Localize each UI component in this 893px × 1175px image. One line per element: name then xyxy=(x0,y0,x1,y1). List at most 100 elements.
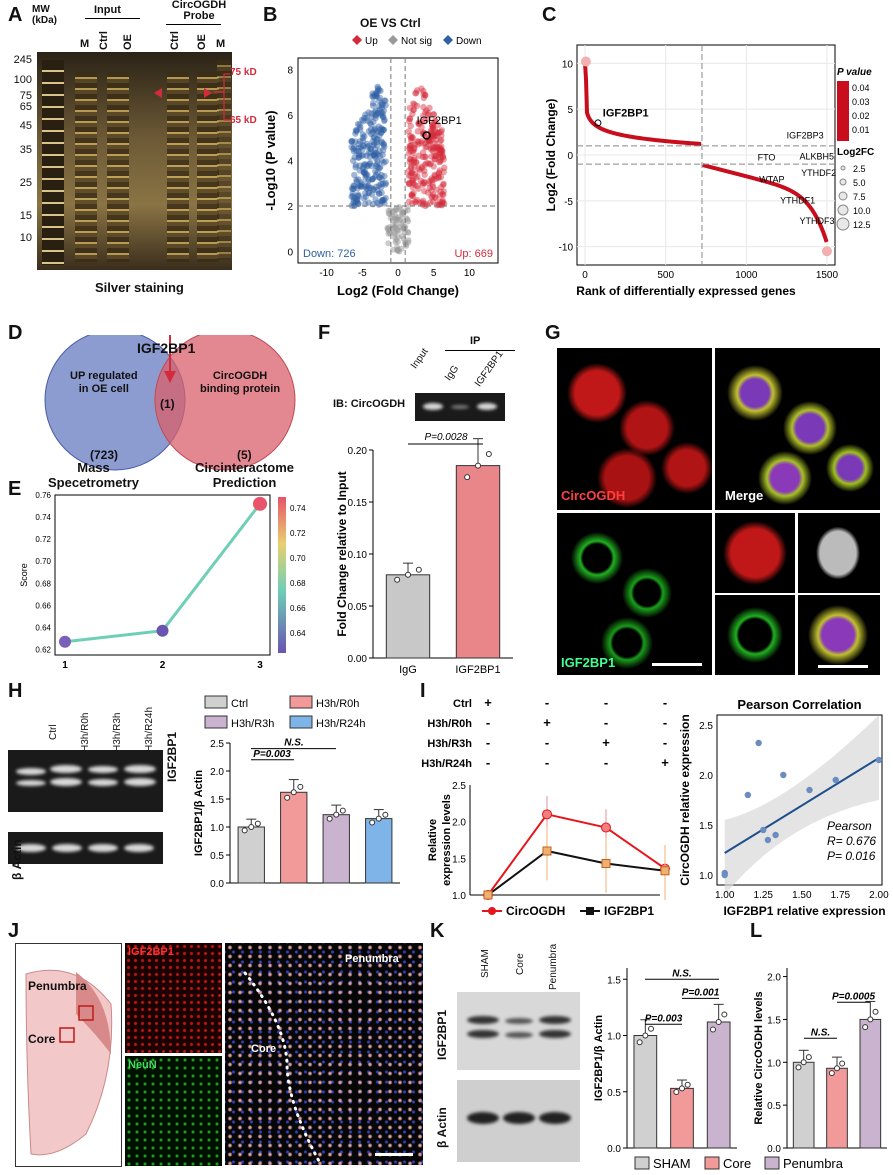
volcano-point xyxy=(415,185,422,192)
h-pvalue: P=0.003 xyxy=(253,749,291,760)
volcano-point xyxy=(420,103,427,111)
volcano-point xyxy=(412,174,419,181)
j-igf2bp1-image: IGF2BP1 xyxy=(125,943,222,1053)
volcano-point xyxy=(411,163,418,170)
volcano-point xyxy=(409,180,417,187)
h-lane-ctrl: Ctrl xyxy=(48,724,59,740)
volcano-point xyxy=(361,168,369,175)
volcano-point xyxy=(426,138,434,145)
igf2bp1-point xyxy=(483,890,493,900)
volcano-point xyxy=(415,141,422,148)
volcano-point xyxy=(425,138,433,145)
volcano-point xyxy=(435,174,442,182)
y-tick: 0.62 xyxy=(35,645,51,654)
volcano-point xyxy=(378,109,385,116)
volcano-point xyxy=(355,148,362,155)
data-point xyxy=(684,1081,691,1088)
bar xyxy=(792,1061,815,1149)
volcano-point xyxy=(417,177,425,185)
volcano-point xyxy=(382,97,389,104)
volcano-point xyxy=(407,147,415,155)
bar xyxy=(670,1087,694,1149)
volcano-point xyxy=(429,183,437,191)
volcano-point xyxy=(431,152,438,159)
k-blot-igf2bp1 xyxy=(457,992,580,1070)
volcano-point xyxy=(427,137,435,144)
legend-penumbra: Penumbra xyxy=(783,1156,844,1171)
volcano-point xyxy=(366,119,374,126)
volcano-point xyxy=(380,140,387,147)
legend-circogdh: CircOGDH xyxy=(506,904,565,918)
bar xyxy=(633,1035,658,1149)
volcano-point xyxy=(377,163,384,171)
volcano-point xyxy=(379,147,387,154)
volcano-point xyxy=(379,151,386,159)
volcano-point xyxy=(356,126,364,133)
volcano-point xyxy=(429,143,436,151)
volcano-point xyxy=(411,154,418,162)
volcano-point xyxy=(370,118,377,126)
volcano-point xyxy=(365,176,372,183)
volcano-point xyxy=(398,220,405,227)
volcano-point xyxy=(411,170,419,178)
volcano-point xyxy=(355,182,362,189)
volcano-point xyxy=(358,152,366,159)
kd75-label: 75 kD xyxy=(230,67,257,78)
scale-bar xyxy=(652,663,702,666)
volcano-point xyxy=(355,150,362,158)
x-tick: 2.00 xyxy=(869,890,889,901)
volcano-point xyxy=(352,164,359,171)
volcano-point xyxy=(421,187,428,195)
f-bar-chart: 0.00 0.05 0.10 0.15 0.20 IgG IGF2BP1 Fold Chang… xyxy=(335,432,513,676)
zoom-dapi xyxy=(798,513,880,593)
volcano-point xyxy=(378,197,385,205)
volcano-point xyxy=(411,198,419,205)
mw-label: MW (kDa) xyxy=(32,4,58,26)
volcano-point xyxy=(408,191,416,198)
bottom-legend: SHAM Core Penumbra xyxy=(634,1156,844,1171)
volcano-point xyxy=(419,129,427,136)
volcano-point xyxy=(406,142,413,150)
volcano-point xyxy=(359,146,366,153)
volcano-point xyxy=(428,176,436,184)
volcano-point xyxy=(372,128,380,135)
volcano-point xyxy=(378,104,386,112)
matrix-cell: + xyxy=(602,735,610,750)
volcano-point xyxy=(422,153,430,161)
volcano-point xyxy=(363,172,370,179)
volcano-point xyxy=(429,181,436,188)
volcano-point xyxy=(369,138,376,145)
volcano-point xyxy=(370,93,377,101)
volcano-point xyxy=(355,154,362,161)
data-point xyxy=(339,807,346,814)
volcano-point xyxy=(375,103,383,110)
volcano-point xyxy=(365,128,373,135)
volcano-point xyxy=(351,202,358,209)
volcano-point xyxy=(350,199,357,206)
volcano-point xyxy=(370,99,377,107)
j-merge-core: Core xyxy=(251,1043,277,1055)
x-tick: 1500 xyxy=(816,270,839,281)
corr-point xyxy=(780,771,787,779)
volcano-point xyxy=(381,116,388,123)
volcano-point xyxy=(369,93,376,100)
volcano-point xyxy=(437,188,444,195)
volcano-point xyxy=(365,199,372,206)
volcano-point xyxy=(382,158,389,165)
k-p1: P=0.001 xyxy=(682,987,720,998)
volcano-point xyxy=(375,190,383,197)
volcano-point xyxy=(363,185,371,192)
volcano-point xyxy=(373,90,380,98)
y-axis-label: Score xyxy=(19,563,29,587)
volcano-point xyxy=(426,177,433,185)
y-axis-label: Fold Change relative to Input xyxy=(335,471,349,636)
y-tick: 6 xyxy=(287,111,293,122)
volcano-point xyxy=(426,104,433,112)
i-line-chart: Ctrl + - - - H3h/R0h - + - - H3h/R3h - - + - H3h/R24h - -… xyxy=(421,695,670,918)
volcano-point xyxy=(364,140,371,148)
data-point xyxy=(795,1064,802,1071)
bar xyxy=(859,1018,882,1149)
volcano-point xyxy=(382,181,389,188)
volcano-point xyxy=(400,235,407,242)
volcano-point xyxy=(360,195,368,202)
